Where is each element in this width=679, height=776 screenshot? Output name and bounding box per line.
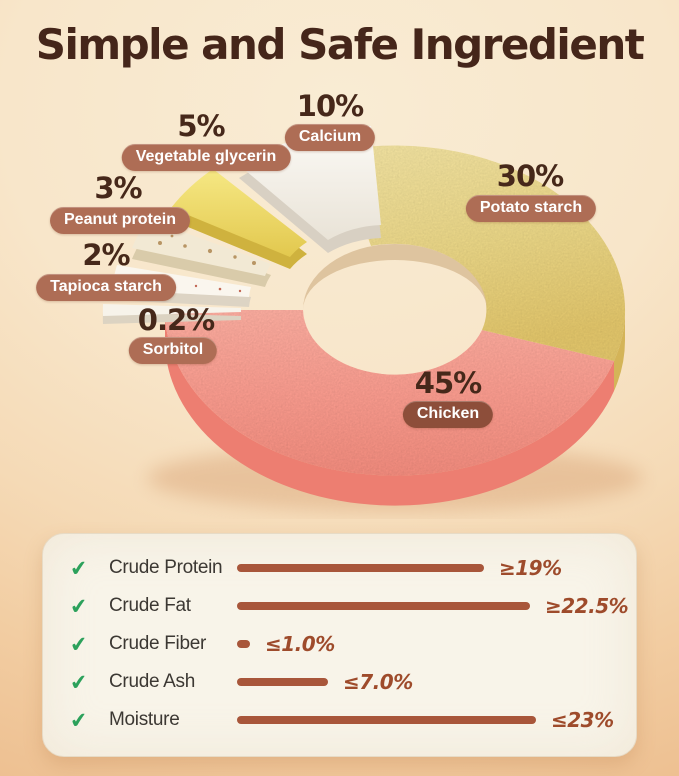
- page-title: Simple and Safe Ingredient: [35, 20, 645, 69]
- analysis-bar: [237, 716, 536, 724]
- pill-vegetable-glycerin: Vegetable glycerin: [121, 144, 291, 171]
- analysis-row: ✔ Moisture ≤23%: [43, 701, 636, 739]
- analysis-row: ✔ Crude Fiber ≤1.0%: [43, 625, 636, 663]
- pill-tapioca-starch: Tapioca starch: [36, 274, 176, 301]
- analysis-label: Crude Fat: [109, 595, 191, 616]
- analysis-label: Crude Protein: [109, 557, 223, 578]
- analysis-value: ≤23%: [551, 708, 614, 732]
- check-icon: ✔: [68, 632, 89, 657]
- percent-label-potato-starch: 30%: [496, 159, 564, 193]
- donut-slice-potato-starch-side: [614, 310, 626, 391]
- analysis-bar: [237, 640, 250, 648]
- donut-hole-shadow: [303, 244, 487, 310]
- percent-label-peanut-protein: 3%: [94, 171, 142, 205]
- analysis-value: ≥19%: [499, 556, 562, 580]
- analysis-bar: [237, 602, 530, 610]
- percent-label-sorbitol: 0.2%: [137, 303, 215, 337]
- check-icon: ✔: [68, 708, 89, 733]
- pill-sorbitol: Sorbitol: [128, 337, 218, 364]
- donut-slice-vegetable-glycerin: [171, 169, 307, 257]
- analysis-row: ✔ Crude Protein ≥19%: [43, 549, 636, 587]
- analysis-panel: ✔ Crude Protein ≥19% ✔ Crude Fat ≥22.5% …: [42, 533, 637, 757]
- percent-label-tapioca-starch: 2%: [82, 238, 130, 272]
- peanut-protein-speckles: [158, 234, 256, 265]
- pill-peanut-protein: Peanut protein: [49, 207, 191, 234]
- analysis-row: ✔ Crude Ash ≤7.0%: [43, 663, 636, 701]
- analysis-label: Crude Ash: [109, 671, 196, 692]
- analysis-value: ≤1.0%: [265, 632, 335, 656]
- donut-slice-chicken-side: [164, 310, 615, 506]
- analysis-bar: [237, 564, 484, 572]
- analysis-value: ≤7.0%: [343, 670, 413, 694]
- analysis-label: Crude Fiber: [109, 633, 207, 654]
- percent-label-calcium: 10%: [296, 89, 364, 123]
- analysis-label: Moisture: [109, 709, 180, 730]
- percent-label-chicken: 45%: [414, 366, 482, 400]
- percent-label-vegetable-glycerin: 5%: [177, 109, 225, 143]
- check-icon: ✔: [68, 670, 89, 695]
- analysis-row: ✔ Crude Fat ≥22.5%: [43, 587, 636, 625]
- pill-potato-starch: Potato starch: [465, 195, 597, 222]
- analysis-value: ≥22.5%: [545, 594, 629, 618]
- pill-chicken: Chicken: [402, 401, 494, 428]
- donut-slice-sorbitol: [102, 304, 242, 316]
- check-icon: ✔: [68, 594, 89, 619]
- check-icon: ✔: [68, 556, 89, 581]
- pill-calcium: Calcium: [284, 124, 376, 151]
- analysis-bar: [237, 678, 328, 686]
